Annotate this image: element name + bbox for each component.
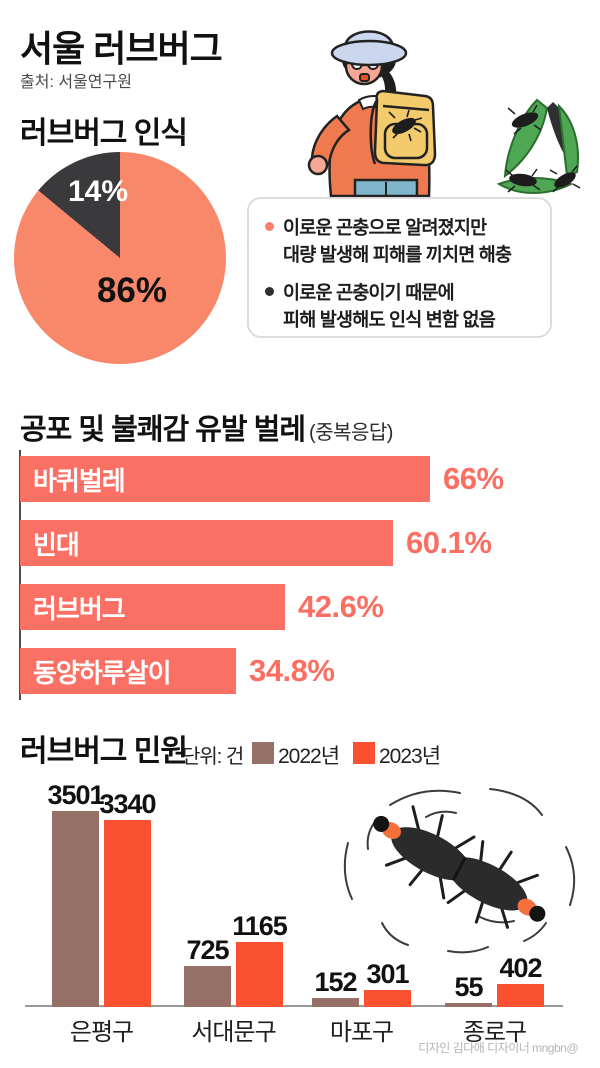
hiker-illustration [307, 30, 581, 198]
fear-bar: 러브버그 [20, 584, 285, 630]
complaints-category-label: 종로구 [462, 1019, 527, 1046]
fear-bar-value: 66% [443, 461, 504, 496]
dark-bullet-icon [265, 287, 274, 296]
fear-bar-label: 바퀴벌레 [33, 465, 126, 496]
note-item: 이로운 곤충이기 때문에 피해 발생해도 인식 변함 없음 [265, 279, 536, 333]
note-text: 이로운 곤충으로 알려졌지만 대량 발생해 피해를 끼치면 해충 [283, 217, 512, 265]
complaints-bar-2022년 [445, 1003, 492, 1007]
hiker-mouth [359, 73, 370, 82]
perception-note-box: 이로운 곤충으로 알려졌지만 대량 발생해 피해를 끼치면 해충 이로운 곤충이… [247, 197, 552, 338]
complaints-bar-value: 725 [186, 935, 229, 965]
orange-bullet-icon [265, 222, 274, 231]
hiker-hand [307, 154, 329, 176]
fear-bar-value: 34.8% [249, 653, 335, 688]
legend-label-2022: 2022년 [278, 745, 340, 768]
complaints-category-label: 서대문구 [191, 1019, 276, 1046]
complaints-bar-value: 402 [499, 953, 542, 983]
source-note: 출처: 서울연구원 [20, 74, 132, 91]
section-fear-subtitle: (중복응답) [309, 422, 393, 444]
fear-bar-label: 빈대 [33, 529, 80, 560]
page-title: 서울 러브버그 [20, 28, 223, 69]
complaints-bar-value: 1165 [232, 911, 288, 941]
pie-slice-label-14: 14% [67, 175, 129, 208]
complaints-bar-2023년 [497, 984, 544, 1007]
fear-bar: 빈대 [20, 520, 393, 566]
complaints-bar-value: 152 [314, 967, 357, 997]
fear-bar: 동양하루살이 [20, 648, 236, 694]
section-perception-title: 러브버그 인식 [20, 117, 188, 150]
complaints-bar-value: 3501 [47, 780, 104, 810]
fear-bar: 바퀴벌레 [20, 456, 430, 502]
complaints-bar-2022년 [52, 811, 99, 1007]
lovebug-pair-illustration [343, 788, 576, 954]
complaints-category-label: 은평구 [69, 1019, 134, 1046]
fear-chart-axis [19, 450, 21, 700]
hat-brim [330, 39, 408, 67]
leaf-bugs-illustration [496, 98, 581, 194]
fear-bar-value: 60.1% [406, 525, 492, 560]
fear-bar-label: 러브버그 [33, 593, 126, 624]
section-fear-title: 공포 및 불쾌감 유발 벌레 (중복응답) [20, 406, 393, 448]
lovebug-pair [373, 805, 546, 929]
credit: 디자인 김다애 디자이너 mngbn@ [418, 1041, 578, 1055]
legend-swatch-2023 [353, 742, 375, 764]
section-fear-title-text: 공포 및 불쾌감 유발 벌레 [20, 414, 306, 446]
complaints-bar-2023년 [236, 942, 283, 1007]
lovebug-head-left [373, 815, 390, 832]
motion-lines [343, 788, 576, 954]
complaints-bar-2022년 [312, 998, 359, 1007]
fear-bar-value: 42.6% [298, 589, 384, 624]
legend-label-2023: 2023년 [379, 745, 441, 768]
complaints-bar-2023년 [104, 820, 151, 1007]
note-item: 이로운 곤충으로 알려졌지만 대량 발생해 피해를 끼치면 해충 [265, 214, 536, 268]
fear-bar-label: 동양하루살이 [33, 657, 172, 688]
complaints-bar-value: 301 [366, 959, 409, 989]
complaints-chart-axis [25, 1005, 563, 1007]
unit-label: 단위: 건 [182, 746, 244, 768]
note-text: 이로운 곤충이기 때문에 피해 발생해도 인식 변함 없음 [283, 282, 496, 330]
bug-on-backpack-icon [388, 109, 423, 142]
complaints-bar-2023년 [364, 990, 411, 1007]
complaints-bar-2022년 [184, 966, 231, 1007]
legend-swatch-2022 [252, 742, 274, 764]
complaints-category-label: 마포구 [329, 1019, 394, 1046]
lovebug-head-right [529, 905, 546, 922]
pie-slice-label-86: 86% [96, 271, 168, 310]
perception-pie-chart: 14% 86% [14, 152, 226, 364]
complaints-bar-value: 3340 [99, 789, 156, 819]
complaints-bar-value: 55 [454, 972, 483, 1002]
section-complaints-title: 러브버그 민원 [20, 735, 188, 768]
